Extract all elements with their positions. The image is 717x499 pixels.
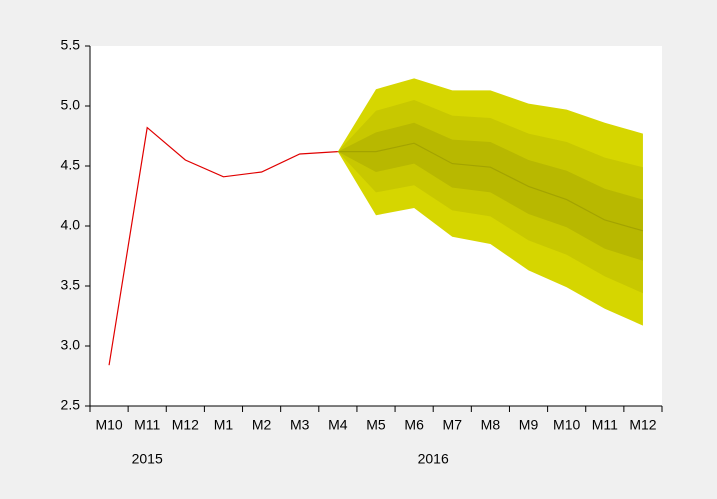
y-tick-label: 3.0 bbox=[61, 337, 81, 353]
y-tick-label: 5.5 bbox=[61, 37, 81, 53]
x-tick-label: M12 bbox=[629, 417, 656, 433]
x-tick-label: M11 bbox=[592, 417, 618, 433]
y-tick-label: 4.0 bbox=[61, 217, 81, 233]
series-line bbox=[108, 126, 338, 366]
x-group-label: 2015 bbox=[132, 451, 163, 467]
x-tick-label: M9 bbox=[519, 417, 539, 433]
y-tick-label: 4.5 bbox=[61, 157, 81, 173]
y-tick-label: 2.5 bbox=[61, 397, 81, 413]
x-group-label: 2016 bbox=[418, 451, 449, 467]
x-tick-label: M6 bbox=[404, 417, 424, 433]
y-tick-label: 5.0 bbox=[61, 97, 81, 113]
x-tick-label: M10 bbox=[553, 417, 580, 433]
x-tick-label: M2 bbox=[252, 417, 272, 433]
x-tick-label: M3 bbox=[290, 417, 310, 433]
x-tick-label: M1 bbox=[214, 417, 234, 433]
series-line bbox=[337, 142, 644, 232]
x-tick-label: M5 bbox=[366, 417, 386, 433]
x-tick-label: M12 bbox=[172, 417, 199, 433]
x-tick-label: M11 bbox=[134, 417, 160, 433]
y-tick-label: 3.5 bbox=[61, 277, 81, 293]
fan-band bbox=[337, 122, 643, 261]
x-tick-label: M7 bbox=[443, 417, 463, 433]
x-tick-label: M10 bbox=[95, 417, 122, 433]
x-tick-label: M4 bbox=[328, 417, 348, 433]
x-tick-label: M8 bbox=[481, 417, 501, 433]
